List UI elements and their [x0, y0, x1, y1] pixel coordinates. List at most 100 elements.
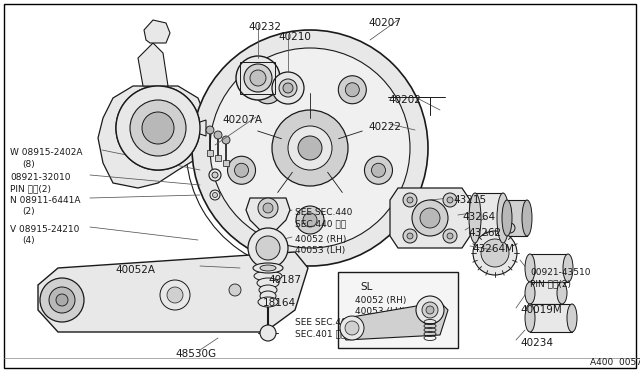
Circle shape — [250, 70, 266, 86]
Text: 43264M: 43264M — [472, 244, 514, 254]
Text: 40052 (RH): 40052 (RH) — [355, 296, 406, 305]
Text: V 08915-24210: V 08915-24210 — [10, 225, 79, 234]
Circle shape — [40, 278, 84, 322]
Text: 40207: 40207 — [368, 18, 401, 28]
Text: (2): (2) — [22, 207, 35, 216]
Polygon shape — [475, 193, 503, 243]
Circle shape — [210, 190, 220, 200]
Circle shape — [371, 163, 385, 177]
Text: 40202: 40202 — [388, 95, 421, 105]
Text: 40019M: 40019M — [520, 305, 562, 315]
Circle shape — [481, 239, 509, 267]
Ellipse shape — [502, 200, 512, 236]
Polygon shape — [38, 252, 308, 332]
Circle shape — [210, 48, 410, 248]
Polygon shape — [246, 198, 290, 230]
Text: SEE SEC.401: SEE SEC.401 — [295, 318, 353, 327]
Text: 18164: 18164 — [263, 298, 296, 308]
Circle shape — [253, 76, 282, 104]
Text: 40222: 40222 — [368, 122, 401, 132]
Ellipse shape — [260, 291, 276, 301]
Circle shape — [229, 284, 241, 296]
Bar — [215, 155, 221, 161]
Circle shape — [212, 172, 218, 178]
Ellipse shape — [525, 282, 535, 304]
Circle shape — [443, 193, 457, 207]
Polygon shape — [390, 188, 470, 248]
Text: 43215: 43215 — [453, 195, 486, 205]
Polygon shape — [144, 20, 170, 43]
Bar — [223, 160, 229, 166]
Circle shape — [260, 83, 275, 97]
Circle shape — [298, 136, 322, 160]
Circle shape — [339, 76, 366, 104]
Circle shape — [160, 280, 190, 310]
Ellipse shape — [257, 278, 279, 288]
Circle shape — [473, 231, 517, 275]
Circle shape — [416, 296, 444, 324]
Bar — [338, 272, 458, 348]
Circle shape — [279, 79, 297, 97]
Text: 08921-32010: 08921-32010 — [10, 173, 70, 182]
Text: (8): (8) — [22, 160, 35, 169]
Circle shape — [236, 56, 280, 100]
Polygon shape — [340, 302, 448, 340]
Bar — [240, 62, 275, 94]
Circle shape — [142, 112, 174, 144]
Ellipse shape — [557, 282, 567, 304]
Text: SEC.440 参照: SEC.440 参照 — [295, 219, 346, 228]
Text: 40232: 40232 — [248, 22, 281, 32]
Text: 40053 (LH): 40053 (LH) — [355, 307, 405, 316]
Circle shape — [447, 233, 453, 239]
Ellipse shape — [525, 254, 535, 282]
Circle shape — [130, 100, 186, 156]
Ellipse shape — [260, 265, 276, 271]
Ellipse shape — [497, 193, 509, 243]
Text: 40234: 40234 — [520, 338, 553, 348]
Circle shape — [248, 228, 288, 268]
Text: N 08911-6441A: N 08911-6441A — [10, 196, 81, 205]
Circle shape — [283, 83, 293, 93]
Circle shape — [142, 112, 174, 144]
Text: 40207A: 40207A — [222, 115, 262, 125]
Circle shape — [192, 30, 428, 266]
Circle shape — [296, 206, 324, 234]
Circle shape — [407, 233, 413, 239]
Text: 40187: 40187 — [268, 275, 301, 285]
Text: PIN ピン(2): PIN ピン(2) — [10, 184, 51, 193]
Circle shape — [206, 126, 214, 134]
Circle shape — [364, 156, 392, 184]
Text: A400  0057: A400 0057 — [590, 358, 640, 367]
Circle shape — [116, 86, 200, 170]
Polygon shape — [530, 304, 572, 332]
Circle shape — [258, 198, 278, 218]
Polygon shape — [98, 86, 206, 188]
Circle shape — [340, 316, 364, 340]
Polygon shape — [197, 120, 206, 136]
Circle shape — [263, 203, 273, 213]
Circle shape — [345, 321, 359, 335]
Circle shape — [505, 223, 515, 233]
Circle shape — [426, 306, 434, 314]
Circle shape — [403, 229, 417, 243]
Polygon shape — [507, 200, 527, 236]
Text: 40052 (RH): 40052 (RH) — [295, 235, 346, 244]
Ellipse shape — [258, 297, 278, 307]
Ellipse shape — [469, 193, 481, 243]
Ellipse shape — [525, 304, 535, 332]
Circle shape — [272, 110, 348, 186]
Circle shape — [214, 131, 222, 139]
Text: (4): (4) — [22, 236, 35, 245]
Circle shape — [272, 72, 304, 104]
Text: 40052A: 40052A — [115, 265, 155, 275]
Circle shape — [212, 192, 218, 198]
Text: SL: SL — [360, 282, 372, 292]
Circle shape — [175, 100, 186, 110]
Ellipse shape — [567, 304, 577, 332]
Circle shape — [303, 213, 317, 227]
Circle shape — [346, 83, 359, 97]
Ellipse shape — [563, 254, 573, 282]
Text: SEC.401 参照: SEC.401 参照 — [295, 329, 346, 338]
Circle shape — [209, 169, 221, 181]
Text: 40210: 40210 — [278, 32, 311, 42]
